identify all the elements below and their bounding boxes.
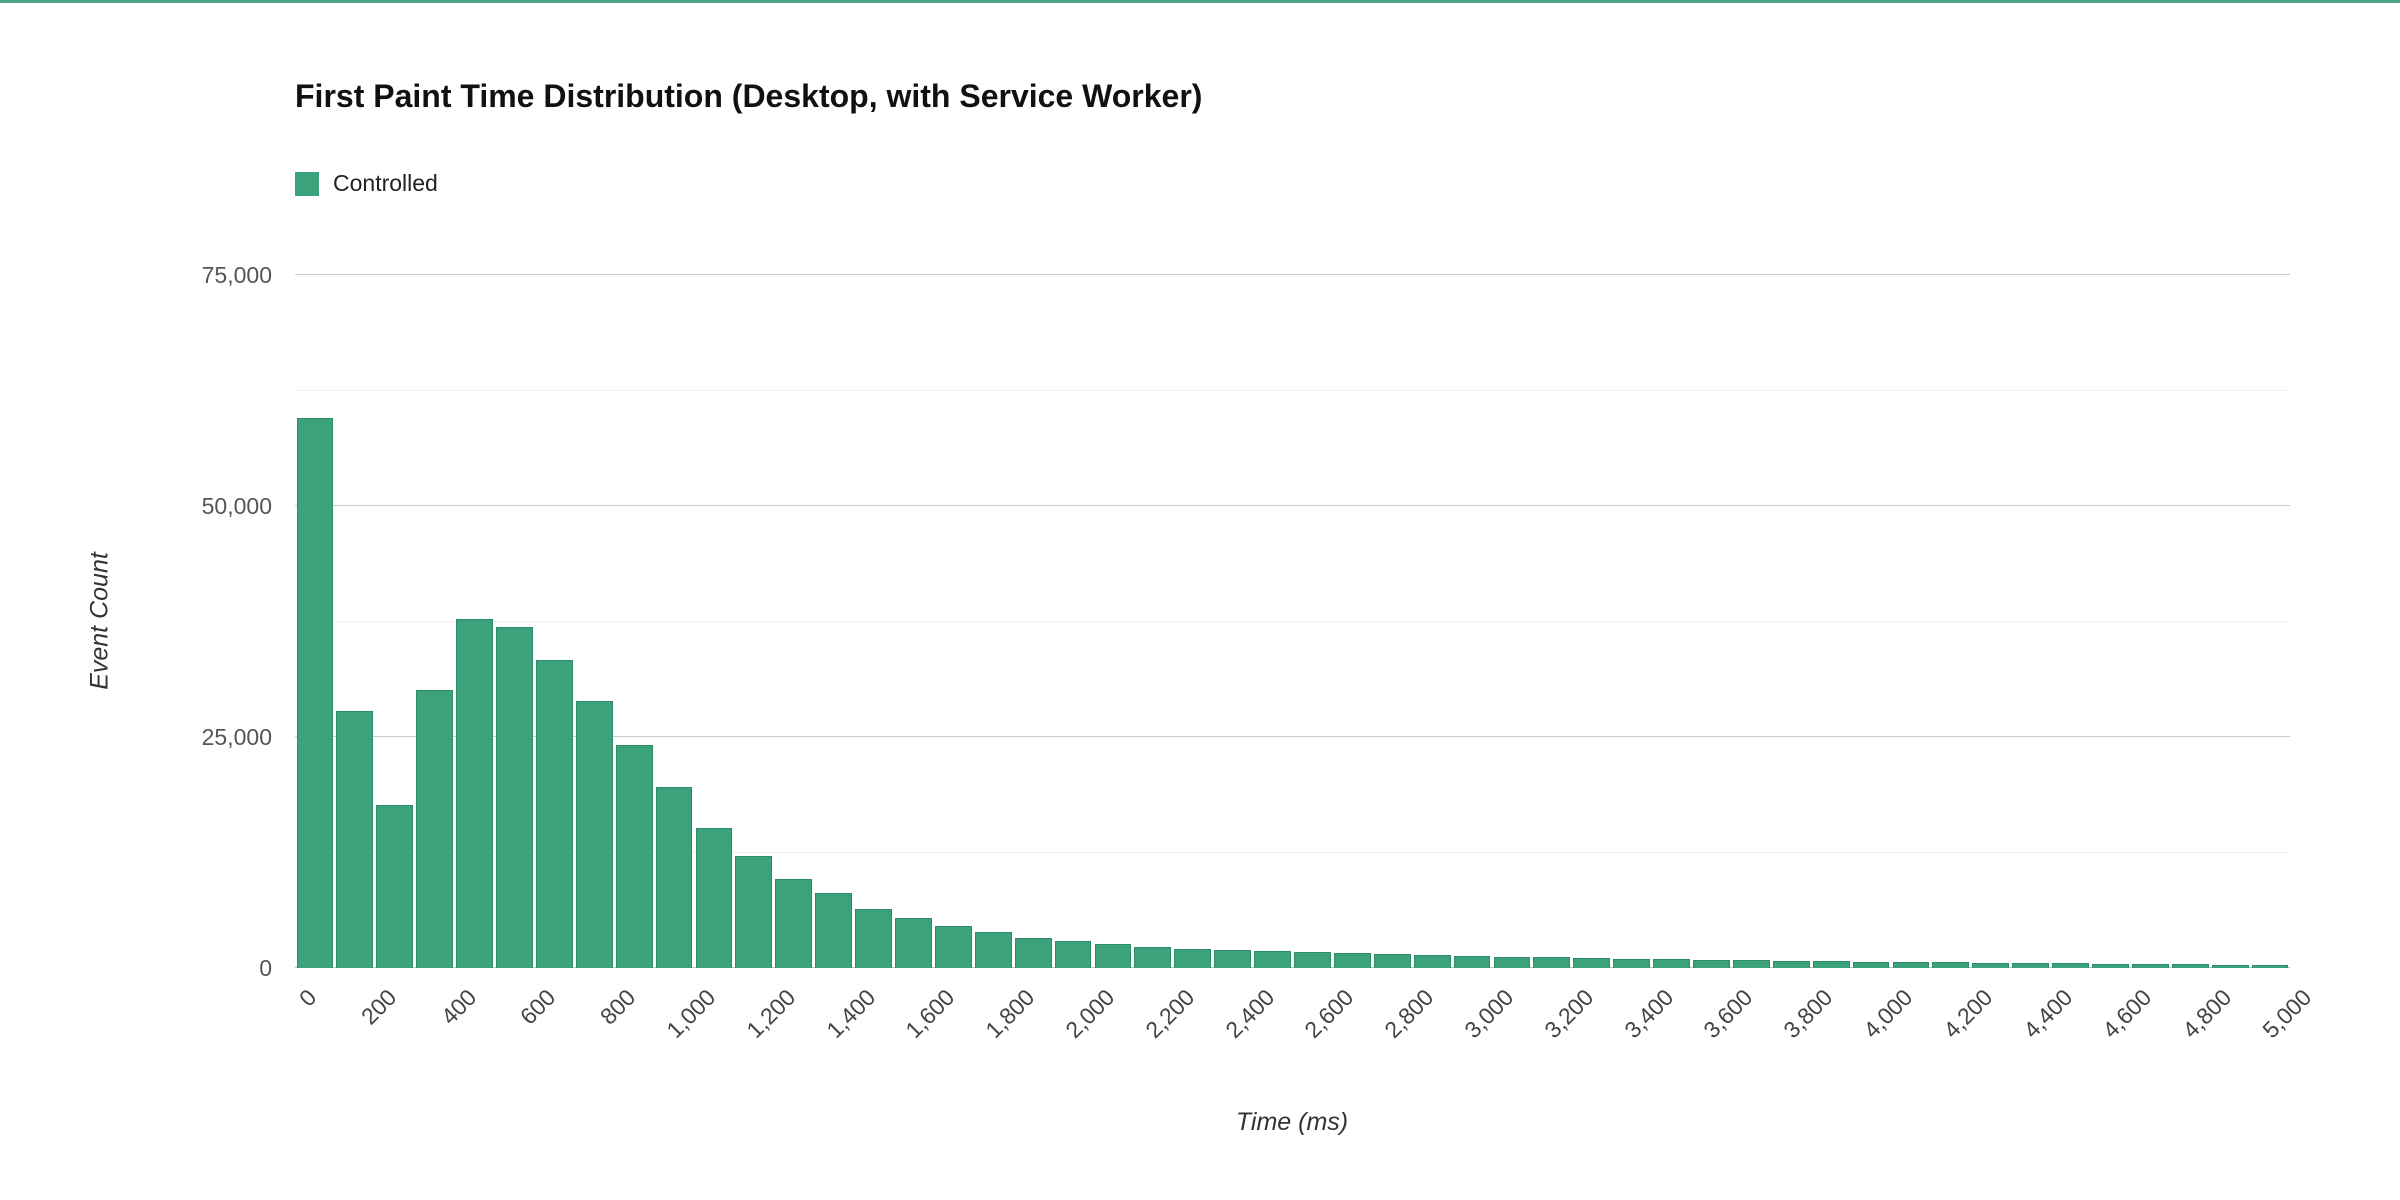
bar[interactable]: [1134, 946, 1172, 968]
bar[interactable]: [535, 660, 573, 968]
bar[interactable]: [735, 856, 773, 968]
bar[interactable]: [1852, 961, 1890, 968]
bar[interactable]: [1214, 950, 1252, 968]
x-axis-baseline: [295, 967, 2290, 968]
x-tick-label: 400: [435, 984, 481, 1030]
x-tick-label: 4,000: [1858, 984, 1918, 1044]
y-tick-label: 25,000: [201, 724, 272, 750]
x-tick-label: 2,400: [1219, 984, 1279, 1044]
bar[interactable]: [1493, 956, 1531, 968]
bar[interactable]: [336, 711, 374, 968]
x-tick-label: 4,600: [2097, 984, 2157, 1044]
gridline-minor: [295, 389, 2290, 391]
x-tick-label: 2,600: [1299, 984, 1359, 1044]
bar[interactable]: [1772, 960, 1810, 968]
x-axis-title: Time (ms): [1235, 1108, 1349, 1136]
x-tick-label: 2,000: [1060, 984, 1120, 1044]
bar[interactable]: [296, 418, 334, 968]
bar[interactable]: [1014, 937, 1052, 968]
bar[interactable]: [775, 879, 813, 968]
x-tick-label: 1,200: [741, 984, 801, 1044]
top-border: [0, 0, 2400, 3]
bar[interactable]: [934, 926, 972, 968]
bar[interactable]: [496, 627, 533, 968]
gridline-minor: [295, 620, 2290, 622]
bar[interactable]: [1294, 952, 1331, 968]
gridline-major: [295, 274, 2290, 275]
y-tick-label: 75,000: [201, 262, 272, 288]
bar[interactable]: [416, 689, 454, 968]
bar[interactable]: [1054, 941, 1092, 968]
x-tick-label: 3,800: [1778, 984, 1838, 1044]
x-tick-label: 2,200: [1140, 984, 1200, 1044]
x-tick-label: 4,200: [1938, 984, 1998, 1044]
x-tick-label: 1,800: [980, 984, 1040, 1044]
bar[interactable]: [1413, 955, 1451, 968]
bar[interactable]: [1533, 957, 1571, 968]
bar[interactable]: [1932, 962, 1970, 968]
bar[interactable]: [2251, 964, 2289, 968]
bar[interactable]: [2131, 963, 2169, 968]
bar[interactable]: [895, 918, 932, 968]
plot-area: [295, 274, 2290, 968]
bar[interactable]: [2012, 963, 2050, 968]
bar[interactable]: [615, 745, 653, 968]
gridline-major: [295, 505, 2290, 506]
bar[interactable]: [376, 805, 414, 968]
bar[interactable]: [456, 618, 493, 968]
bar[interactable]: [815, 893, 853, 968]
bar[interactable]: [1094, 943, 1132, 968]
bar[interactable]: [695, 827, 733, 968]
bar[interactable]: [1812, 961, 1850, 968]
x-tick-label: 600: [515, 984, 561, 1030]
bar[interactable]: [1693, 959, 1730, 968]
bar[interactable]: [855, 908, 892, 968]
x-tick-label: 3,600: [1698, 984, 1758, 1044]
bar[interactable]: [1333, 953, 1371, 968]
bar[interactable]: [1732, 960, 1770, 968]
x-tick-label: 3,200: [1539, 984, 1599, 1044]
x-tick-label: 1,600: [900, 984, 960, 1044]
x-tick-label: 3,400: [1618, 984, 1678, 1044]
x-tick-label: 3,000: [1459, 984, 1519, 1044]
legend-swatch-controlled: [295, 171, 319, 196]
bar[interactable]: [1653, 959, 1690, 968]
x-tick-label: 1,400: [820, 984, 880, 1044]
x-tick-label: 200: [355, 984, 402, 1030]
bar[interactable]: [2052, 963, 2089, 968]
x-tick-label: 800: [595, 984, 641, 1030]
bar[interactable]: [1892, 962, 1930, 968]
bar[interactable]: [2092, 963, 2129, 968]
bar[interactable]: [2211, 964, 2249, 968]
bar[interactable]: [1174, 948, 1212, 968]
y-axis-tick-labels: 0 25,000 50,000 75,000: [0, 262, 272, 981]
x-tick-label: 1,000: [661, 984, 721, 1044]
bar[interactable]: [2171, 964, 2209, 968]
x-tick-label: 0: [293, 984, 322, 1012]
bar[interactable]: [1972, 962, 2010, 968]
x-tick-label: 5,000: [2257, 984, 2317, 1044]
bar[interactable]: [655, 786, 693, 968]
legend-label-controlled: Controlled: [333, 170, 438, 196]
bar[interactable]: [1453, 956, 1491, 968]
x-tick-label: 4,400: [2017, 984, 2077, 1044]
bar[interactable]: [1573, 958, 1611, 968]
bar[interactable]: [1613, 958, 1651, 968]
legend: Controlled: [295, 170, 438, 197]
y-tick-label: 50,000: [201, 493, 272, 519]
chart-title: First Paint Time Distribution (Desktop, …: [295, 78, 1203, 114]
bar[interactable]: [1373, 954, 1411, 968]
bar[interactable]: [575, 700, 613, 968]
bar[interactable]: [1254, 951, 1291, 968]
x-tick-label: 2,800: [1379, 984, 1439, 1044]
bar[interactable]: [974, 931, 1012, 968]
x-tick-label: 4,800: [2177, 984, 2237, 1044]
gridline-major: [295, 736, 2290, 737]
gridline-minor: [295, 851, 2290, 853]
y-tick-label: 0: [259, 955, 272, 981]
